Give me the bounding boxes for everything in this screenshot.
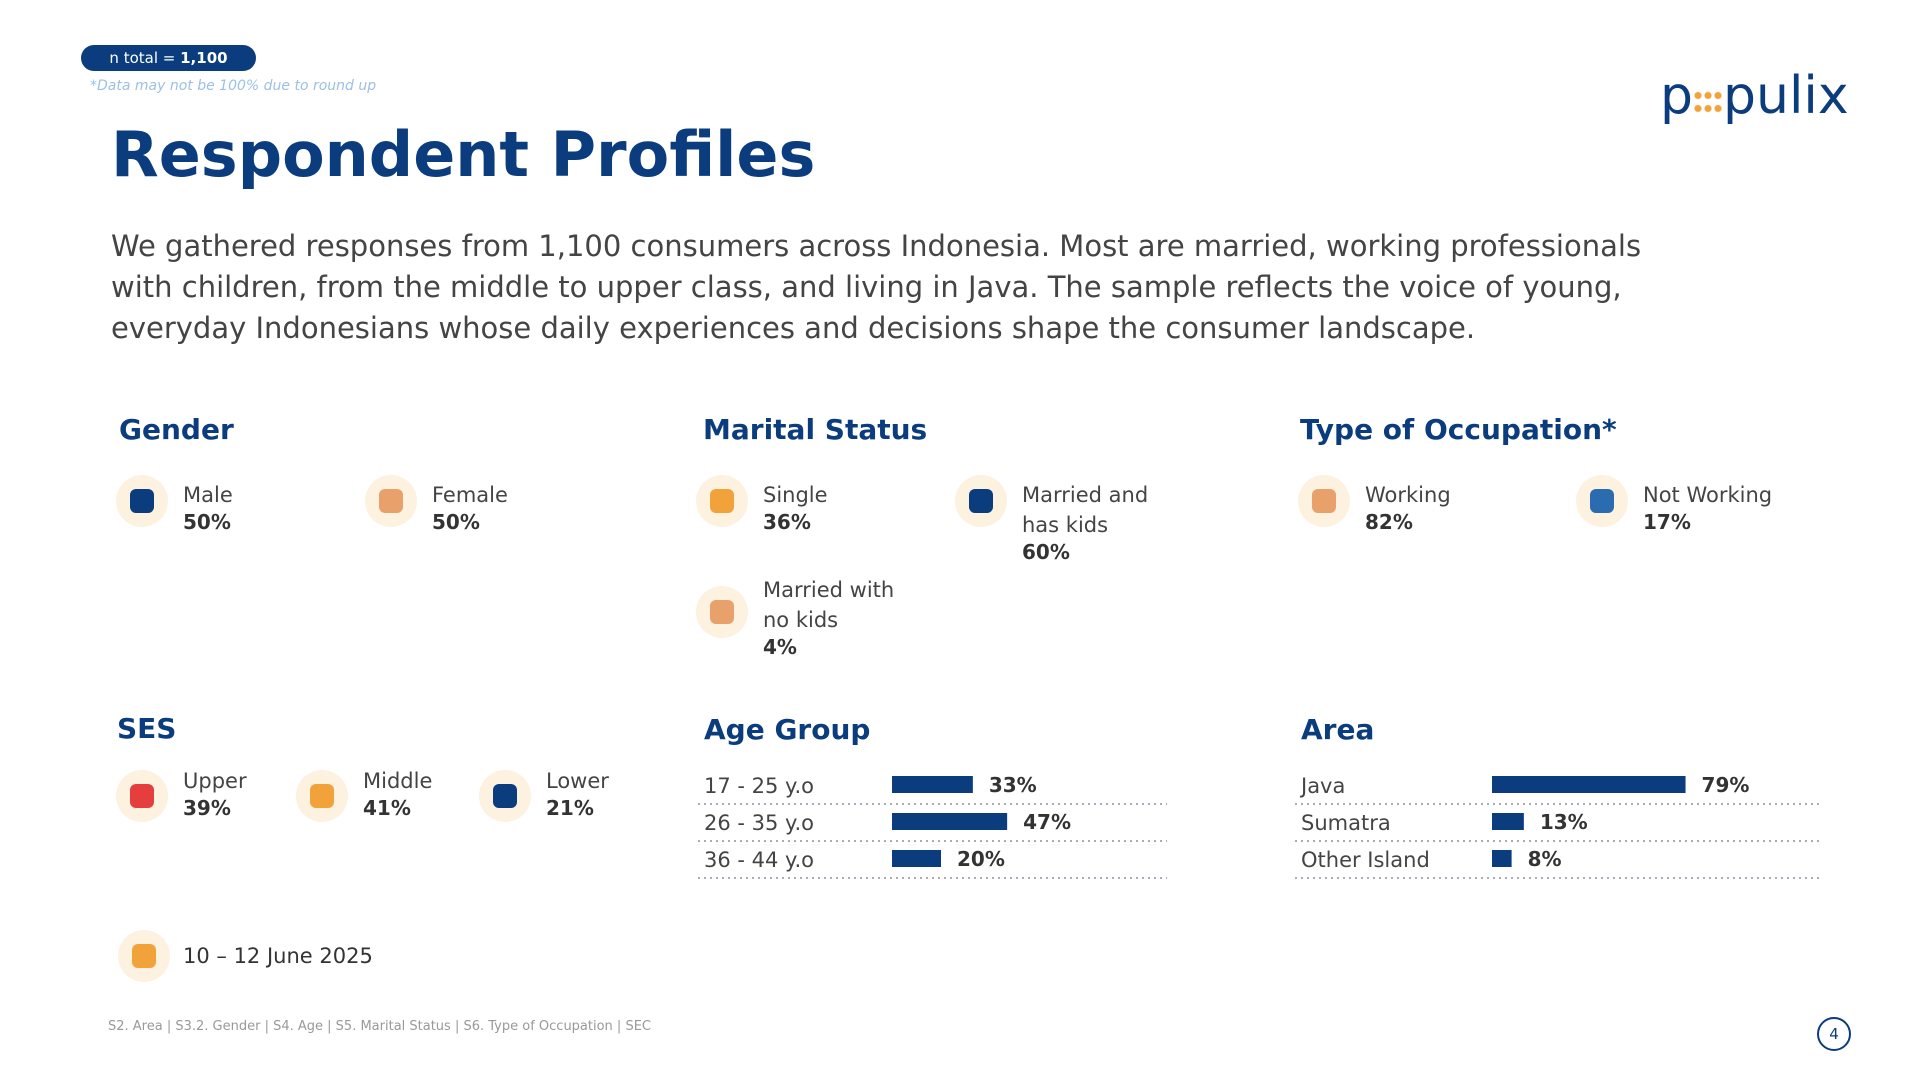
item-label: Middle bbox=[363, 769, 433, 793]
item-value: 60% bbox=[1022, 540, 1070, 564]
section-title: Age Group bbox=[704, 713, 871, 746]
note: *Data may not be 100% due to round up bbox=[90, 78, 377, 94]
item-icon bbox=[1298, 475, 1350, 527]
calendar-icon bbox=[118, 930, 170, 982]
badge-label: n total = bbox=[109, 49, 176, 67]
value-label: 13% bbox=[1540, 810, 1588, 834]
section-title: Gender bbox=[119, 413, 234, 446]
section-title: Area bbox=[1301, 713, 1375, 746]
icon-shape bbox=[130, 489, 154, 513]
section-title: SES bbox=[117, 712, 177, 745]
value-label: 47% bbox=[1023, 810, 1071, 834]
bar bbox=[892, 850, 941, 867]
title: Respondent Profiles bbox=[111, 118, 816, 191]
item-icon bbox=[296, 770, 348, 822]
item-label: Single bbox=[763, 483, 828, 507]
date: 10 – 12 June 2025 bbox=[183, 944, 373, 968]
value-label: 33% bbox=[989, 773, 1037, 797]
item-label: Working bbox=[1365, 483, 1451, 507]
item-label: Female bbox=[432, 483, 508, 507]
item-value: 50% bbox=[432, 510, 480, 534]
badge-value: 1,100 bbox=[180, 49, 228, 67]
item: Married and has kids 60% bbox=[1022, 480, 1172, 564]
badge: n total = 1,100 bbox=[81, 45, 256, 71]
bar bbox=[1492, 776, 1686, 793]
category-label: 26 - 35 y.o bbox=[704, 811, 814, 835]
item-icon bbox=[696, 475, 748, 527]
icon-shape bbox=[969, 489, 993, 513]
category-label: Sumatra bbox=[1301, 811, 1391, 835]
item-label: Male bbox=[183, 483, 233, 507]
category-label: 36 - 44 y.o bbox=[704, 848, 814, 872]
item-icon bbox=[365, 475, 417, 527]
item: Single 36% bbox=[763, 480, 913, 534]
item-value: 82% bbox=[1365, 510, 1413, 534]
item-icon bbox=[479, 770, 531, 822]
item-value: 41% bbox=[363, 796, 411, 820]
item-icon bbox=[1576, 475, 1628, 527]
item-label: Married with no kids bbox=[763, 578, 895, 632]
section-title: Type of Occupation* bbox=[1300, 413, 1617, 446]
item: Upper 39% bbox=[183, 766, 293, 820]
item-icon bbox=[696, 586, 748, 638]
footer: S2. Area | S3.2. Gender | S4. Age | S5. … bbox=[108, 1019, 651, 1034]
logo-left: p bbox=[1660, 66, 1694, 126]
page-number: 4 bbox=[1817, 1017, 1851, 1051]
item: Female 50% bbox=[432, 480, 632, 534]
category-label: Java bbox=[1299, 774, 1345, 798]
item-icon bbox=[116, 770, 168, 822]
item-value: 39% bbox=[183, 796, 231, 820]
icon-shape bbox=[710, 600, 734, 624]
item-label: Married and has kids bbox=[1022, 483, 1149, 537]
icon-shape bbox=[310, 784, 334, 808]
section-title: Marital Status bbox=[703, 413, 928, 446]
item: Middle 41% bbox=[363, 766, 473, 820]
icon-shape bbox=[493, 784, 517, 808]
item: Working 82% bbox=[1365, 480, 1565, 534]
item: Married with no kids 4% bbox=[763, 575, 913, 659]
item-value: 21% bbox=[546, 796, 594, 820]
item-label: Upper bbox=[183, 769, 247, 793]
icon-shape bbox=[379, 489, 403, 513]
icon-shape bbox=[130, 784, 154, 808]
icon-shape bbox=[710, 489, 734, 513]
logo-right: pulix bbox=[1723, 66, 1849, 126]
bar bbox=[1492, 850, 1512, 867]
item-label: Lower bbox=[546, 769, 609, 793]
description: We gathered responses from 1,100 consume… bbox=[111, 229, 1642, 345]
category-label: Other Island bbox=[1301, 848, 1430, 872]
bar bbox=[1492, 813, 1524, 830]
value-label: 20% bbox=[957, 847, 1005, 871]
value-label: 79% bbox=[1702, 773, 1750, 797]
item: Lower 21% bbox=[546, 766, 656, 820]
item-value: 36% bbox=[763, 510, 811, 534]
item-value: 4% bbox=[763, 635, 797, 659]
icon-shape bbox=[1312, 489, 1336, 513]
category-label: 17 - 25 y.o bbox=[704, 774, 814, 798]
item-icon bbox=[116, 475, 168, 527]
bar bbox=[892, 776, 973, 793]
item-value: 17% bbox=[1643, 510, 1691, 534]
item-label: Not Working bbox=[1643, 483, 1773, 507]
bar bbox=[892, 813, 1008, 830]
icon-shape bbox=[1590, 489, 1614, 513]
value-label: 8% bbox=[1528, 847, 1562, 871]
item: Not Working 17% bbox=[1643, 480, 1843, 534]
item-icon bbox=[955, 475, 1007, 527]
logo: p pulix bbox=[1660, 66, 1849, 126]
item-value: 50% bbox=[183, 510, 231, 534]
item: Male 50% bbox=[183, 480, 383, 534]
